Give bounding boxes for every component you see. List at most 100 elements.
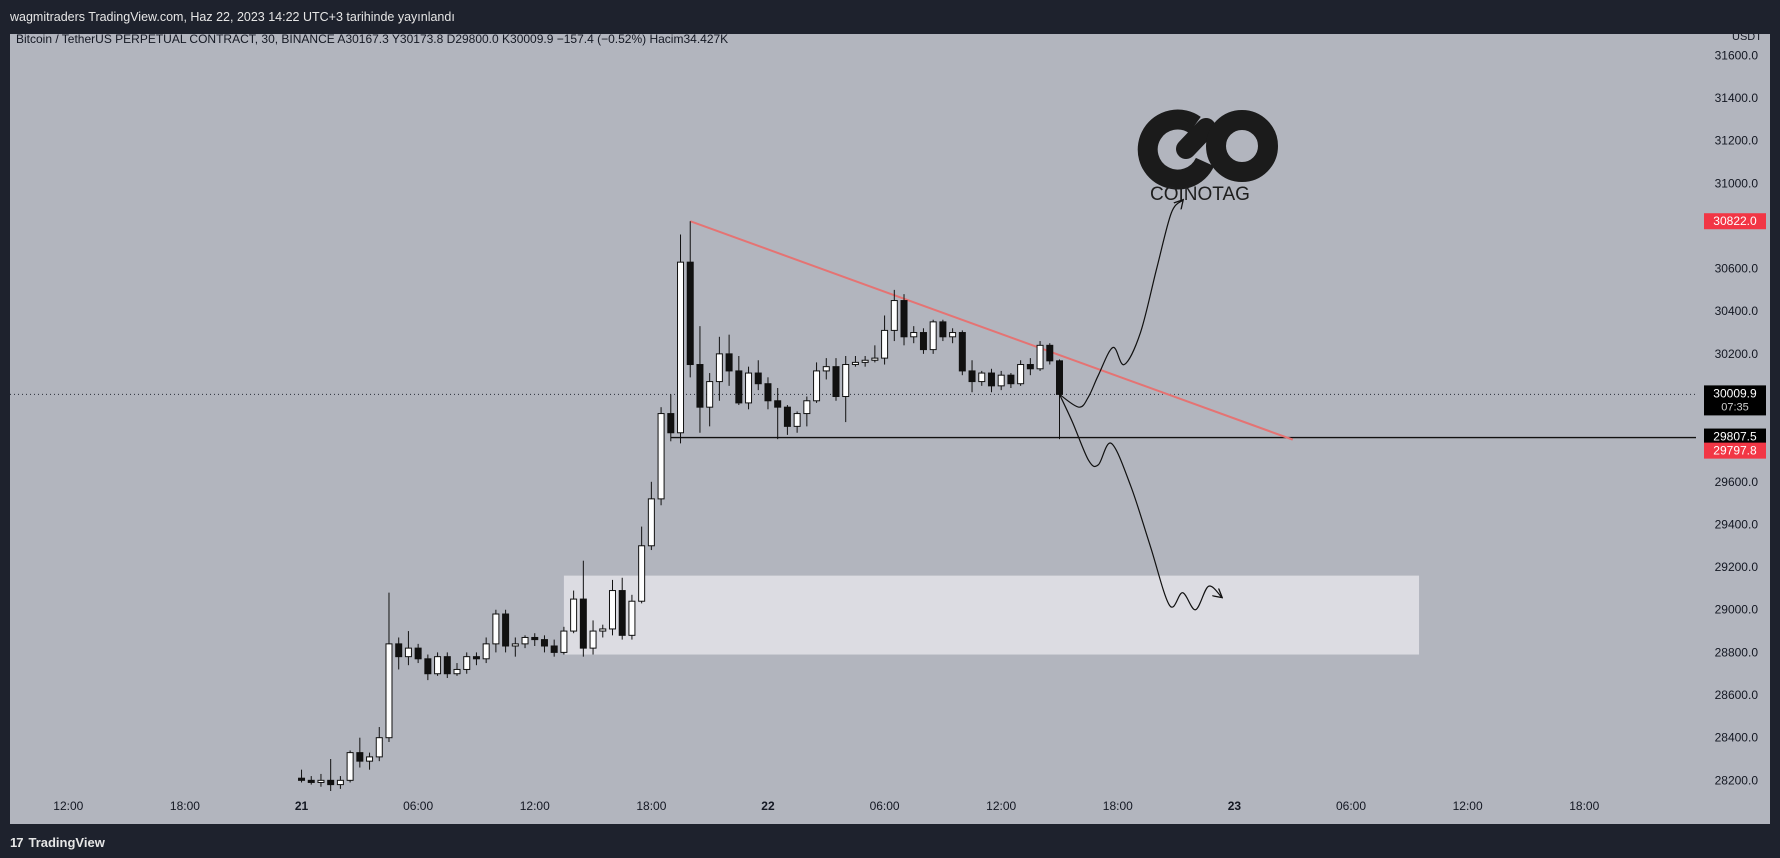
candle — [1026, 358, 1034, 376]
candle — [608, 579, 616, 636]
candle-body — [696, 364, 704, 408]
candle-body — [1046, 344, 1054, 362]
candle — [336, 776, 344, 789]
candle — [842, 355, 850, 423]
candle — [958, 330, 966, 376]
candle — [764, 377, 772, 410]
candle — [385, 592, 393, 742]
candle — [366, 752, 374, 770]
candle — [793, 411, 801, 433]
candle-body — [745, 372, 753, 404]
candle-body — [1036, 344, 1044, 370]
candle — [832, 358, 840, 401]
candle-body — [453, 668, 461, 675]
demand-zone[interactable] — [563, 575, 1420, 655]
bearish-projection-path[interactable] — [1058, 394, 1221, 611]
candle — [453, 663, 461, 676]
candle-body — [414, 647, 422, 660]
tradingview-logo-icon: 17 — [10, 835, 24, 850]
candle-body — [1007, 374, 1015, 385]
candle-body — [919, 332, 927, 351]
candle — [414, 643, 422, 664]
candle-body — [560, 630, 568, 653]
candle — [395, 637, 403, 670]
price-label: 29797.8 — [1704, 442, 1766, 459]
candle — [628, 594, 636, 640]
candle-body — [395, 643, 403, 658]
price-label-text: 29807.5 — [1713, 430, 1757, 444]
candle-body — [958, 332, 966, 372]
descending-trendline[interactable] — [689, 220, 1294, 441]
candle-body — [327, 779, 335, 786]
candle — [900, 294, 908, 346]
candle-body — [638, 545, 646, 602]
price-label: 30822.0 — [1704, 213, 1766, 230]
candle — [706, 373, 714, 427]
candle — [560, 626, 568, 655]
countdown-text: 07:35 — [1721, 401, 1749, 413]
price-label-box — [1704, 385, 1766, 416]
candle-body — [706, 381, 714, 408]
candle-body — [881, 329, 889, 359]
candle — [910, 326, 918, 344]
candle — [939, 319, 947, 342]
candle — [482, 637, 490, 664]
candle — [375, 727, 383, 762]
candle — [599, 624, 607, 638]
candle — [813, 362, 821, 403]
candle-body — [783, 406, 791, 427]
candle — [424, 654, 432, 681]
x-tick-label: 12:00 — [986, 799, 1016, 813]
y-tick-label: 28800.0 — [1715, 645, 1759, 659]
tradingview-brand[interactable]: 17 TradingView — [10, 835, 105, 850]
candle — [434, 652, 442, 676]
candle — [949, 328, 957, 344]
candle-body — [424, 658, 432, 675]
candle-body — [871, 357, 879, 361]
price-chart[interactable]: COINOTAG Bitcoin / TetherUS PERPETUAL CO… — [10, 34, 1770, 824]
candle-body — [900, 300, 908, 338]
y-tick-label: 29600.0 — [1715, 475, 1759, 489]
x-tick-label: 12:00 — [520, 799, 550, 813]
y-tick-label: 30200.0 — [1715, 347, 1759, 361]
candle — [1036, 341, 1044, 371]
candle-body — [550, 645, 558, 653]
candle — [1046, 343, 1054, 365]
candle — [589, 620, 597, 655]
candle-body — [987, 372, 995, 387]
brand-name: TradingView — [28, 835, 105, 850]
price-label-box — [1704, 213, 1766, 230]
candle — [657, 407, 665, 506]
candle-body — [793, 413, 801, 427]
candle — [822, 358, 830, 380]
candle-body — [482, 643, 490, 660]
candle — [511, 637, 519, 657]
candle — [502, 609, 510, 653]
candle — [754, 360, 762, 391]
candle — [550, 639, 558, 657]
bullish-projection-path[interactable] — [1059, 200, 1182, 408]
candle-body — [949, 332, 957, 338]
candle — [997, 370, 1005, 391]
candle-body — [434, 656, 442, 675]
candle — [978, 370, 986, 386]
candle-body — [647, 498, 655, 547]
candle — [521, 635, 529, 649]
x-tick-label: 18:00 — [1569, 799, 1599, 813]
candle-body — [1055, 360, 1063, 395]
candle-body — [599, 628, 607, 632]
candle — [968, 360, 976, 393]
candle-body — [618, 590, 626, 636]
candle — [686, 221, 694, 378]
candle-body — [764, 383, 772, 402]
candle — [987, 368, 995, 393]
candle-body — [822, 366, 830, 372]
candle-body — [677, 261, 685, 434]
watermark-text: COINOTAG — [1150, 184, 1250, 205]
candle-body — [472, 656, 480, 660]
candle-body — [298, 777, 306, 781]
candle — [803, 396, 811, 427]
candle — [327, 759, 335, 791]
candle — [783, 405, 791, 435]
coinotag-watermark: COINOTAG — [1137, 109, 1278, 205]
